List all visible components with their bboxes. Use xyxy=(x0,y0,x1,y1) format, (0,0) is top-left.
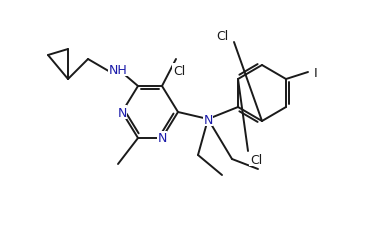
Text: I: I xyxy=(314,66,318,79)
Text: Cl: Cl xyxy=(250,153,262,166)
Text: N: N xyxy=(157,132,167,145)
Text: Cl: Cl xyxy=(216,29,228,42)
Text: NH: NH xyxy=(109,63,127,76)
Text: N: N xyxy=(117,106,127,119)
Text: Cl: Cl xyxy=(173,64,185,77)
Text: N: N xyxy=(203,113,213,126)
